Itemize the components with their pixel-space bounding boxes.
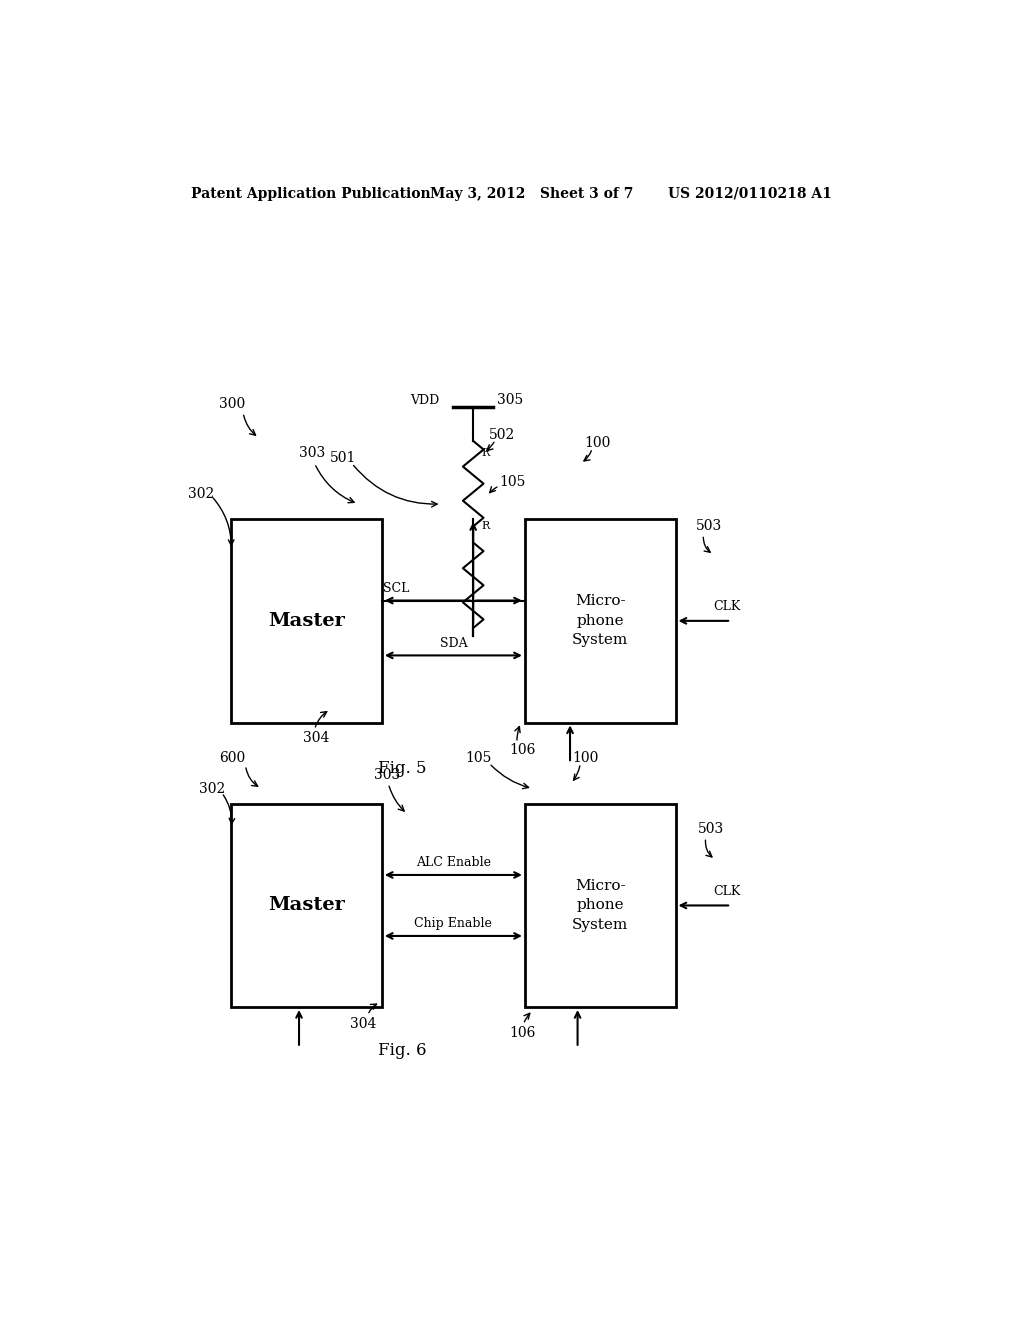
Text: 106: 106 (509, 1026, 536, 1040)
Text: 302: 302 (200, 781, 225, 796)
Text: Fig. 6: Fig. 6 (378, 1043, 426, 1059)
Bar (524, 519, 676, 722)
Text: CLK: CLK (714, 884, 740, 898)
Text: May 3, 2012   Sheet 3 of 7: May 3, 2012 Sheet 3 of 7 (430, 187, 633, 201)
Text: Fig. 5: Fig. 5 (378, 760, 426, 776)
Text: 304: 304 (303, 731, 329, 744)
Text: Micro-
phone
System: Micro- phone System (572, 879, 629, 932)
Text: R: R (481, 449, 489, 458)
Bar (524, 804, 676, 1007)
Text: CLK: CLK (714, 601, 740, 612)
Bar (231, 804, 382, 1007)
Text: SCL: SCL (383, 582, 409, 595)
Text: VDD: VDD (410, 393, 439, 407)
Text: R: R (481, 521, 489, 532)
Text: 501: 501 (331, 451, 356, 465)
Text: SDA: SDA (439, 636, 467, 649)
Text: 100: 100 (572, 751, 599, 766)
Text: 303: 303 (374, 768, 400, 783)
Text: 303: 303 (299, 446, 325, 461)
Text: 503: 503 (695, 519, 722, 533)
Text: 305: 305 (497, 393, 523, 408)
Text: 105: 105 (465, 751, 492, 766)
Text: ALC Enable: ALC Enable (416, 857, 490, 870)
Text: 302: 302 (187, 487, 214, 500)
Bar (231, 519, 382, 722)
Text: US 2012/0110218 A1: US 2012/0110218 A1 (668, 187, 831, 201)
Text: 503: 503 (697, 822, 724, 837)
Text: 100: 100 (585, 436, 610, 450)
Text: 502: 502 (489, 428, 515, 442)
Text: Micro-
phone
System: Micro- phone System (572, 594, 629, 647)
Text: 600: 600 (219, 751, 246, 766)
Text: 106: 106 (509, 743, 536, 756)
Text: Master: Master (268, 612, 345, 630)
Text: 300: 300 (219, 397, 246, 412)
Text: Master: Master (268, 896, 345, 915)
Text: Chip Enable: Chip Enable (415, 917, 493, 931)
Text: 105: 105 (500, 475, 525, 488)
Text: Patent Application Publication: Patent Application Publication (191, 187, 431, 201)
Text: 304: 304 (350, 1018, 377, 1031)
